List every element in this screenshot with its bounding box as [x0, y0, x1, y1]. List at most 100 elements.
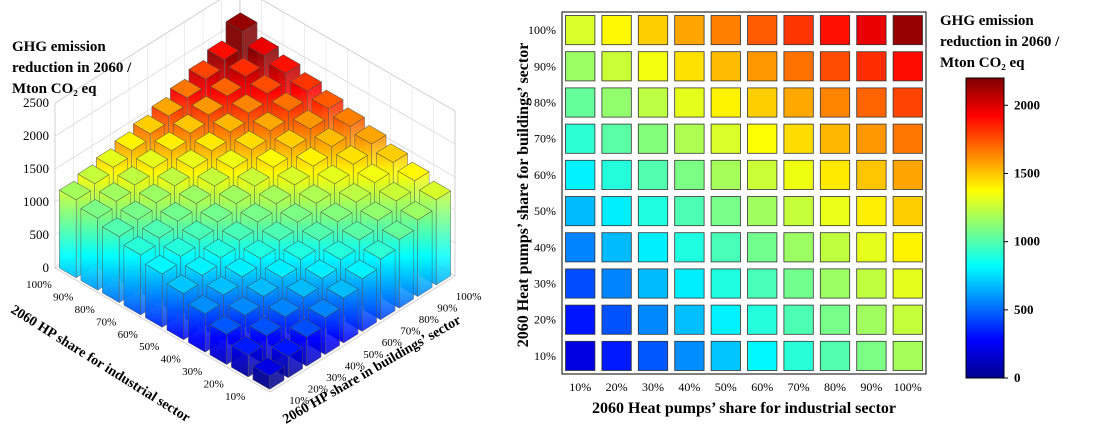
buildings-tick-label: 90% — [437, 302, 457, 314]
heatmap-y-tick: 40% — [534, 240, 556, 254]
z-tick-label: 1500 — [23, 161, 49, 176]
heatmap-cell — [819, 232, 851, 263]
heatmap-cell — [856, 232, 887, 263]
heatmap-cell — [710, 268, 741, 299]
heatmap-cell — [637, 232, 669, 263]
heatmap-cell — [892, 87, 923, 118]
industrial-tick-label: 40% — [161, 354, 181, 366]
heatmap-cell — [637, 196, 669, 227]
heatmap-cell — [892, 15, 923, 46]
heatmap-cell — [819, 123, 851, 154]
industrial-tick-label: 50% — [139, 341, 159, 353]
heatmap-cell — [565, 196, 596, 227]
heatmap-cell — [710, 196, 741, 227]
heatmap-cell — [674, 268, 705, 299]
heatmap-cell — [783, 232, 814, 263]
heatmap-cell — [747, 159, 778, 190]
buildings-tick-label: 40% — [345, 360, 365, 372]
heatmap-cell — [856, 87, 887, 118]
heatmap-cell — [601, 15, 632, 46]
heatmap-cell — [565, 159, 596, 190]
heatmap-cell — [819, 340, 851, 371]
heatmap-cell — [783, 15, 814, 46]
industrial-tick-label: 80% — [75, 304, 95, 316]
heatmap-cell — [565, 15, 596, 46]
z-gridline — [54, 0, 456, 112]
heatmap-cell — [674, 15, 705, 46]
colorbar-tick-label: 1500 — [1014, 165, 1040, 180]
heatmap-cell — [747, 87, 778, 118]
heatmap-y-tick: 90% — [534, 59, 556, 73]
heatmap-y-tick: 80% — [534, 96, 556, 110]
z-tick-label: 2000 — [23, 128, 49, 143]
buildings-tick-label: 100% — [456, 291, 482, 303]
heatmap-x-tick: 50% — [715, 380, 737, 394]
bar3d-bar — [144, 254, 178, 328]
buildings-tick-label: 30% — [326, 372, 346, 384]
heatmap-cell — [565, 123, 596, 154]
heatmap-cell — [819, 304, 851, 335]
heatmap-x-tick: 70% — [788, 380, 810, 394]
heatmap-cell — [819, 51, 851, 82]
heatmap-x-tick: 100% — [894, 380, 922, 394]
heatmap-x-tick: 80% — [824, 380, 846, 394]
heatmap-cell — [747, 232, 778, 263]
heatmap-cell — [674, 123, 705, 154]
heatmap-xlabel: 2060 Heat pumps’ share for industrial se… — [592, 400, 896, 417]
colorbar-title-line-1: GHG emission — [940, 13, 1034, 29]
industrial-tick-label: 70% — [96, 316, 116, 328]
heatmap-cell — [892, 304, 923, 335]
heatmap-cell — [892, 159, 923, 190]
bar3d-chart: 25002000150010005000100%90%80%70%60%50%4… — [8, 0, 482, 427]
colorbar-tick-label: 1000 — [1014, 234, 1040, 249]
heatmap-cell — [601, 51, 632, 82]
heatmap-x-tick: 30% — [642, 380, 664, 394]
heatmap-y-tick: 10% — [534, 349, 556, 363]
heatmap-cell — [637, 51, 669, 82]
heatmap-x-tick: 10% — [569, 380, 591, 394]
colorbar-title-line-2: reduction in 2060 / — [940, 34, 1060, 50]
heatmap-cell — [819, 159, 851, 190]
heatmap-cell — [819, 87, 851, 118]
colorbar-tick-label: 2000 — [1014, 97, 1040, 112]
heatmap-cell — [637, 268, 669, 299]
heatmap-cell — [637, 87, 669, 118]
bar3d-bar — [252, 357, 285, 390]
industrial-tick-label: 60% — [118, 329, 138, 341]
heatmap-x-tick: 90% — [860, 380, 882, 394]
heatmap-x-tick: 40% — [678, 380, 700, 394]
buildings-tick-label: 20% — [308, 384, 328, 396]
colorbar-tick-label: 0 — [1014, 370, 1021, 385]
heatmap-cell — [783, 340, 814, 371]
heatmap-cell — [783, 51, 814, 82]
heatmap-cell — [565, 340, 596, 371]
heatmap-cell — [674, 159, 705, 190]
heatmap-cell — [747, 340, 778, 371]
zlabel-line-3: Mton CO₂ eq — [12, 81, 97, 97]
heatmap-cell — [747, 123, 778, 154]
heatmap-cell — [783, 87, 814, 118]
heatmap-cell — [783, 268, 814, 299]
heatmap-cell — [565, 268, 596, 299]
heatmap-cell — [710, 87, 741, 118]
heatmap-cell — [710, 340, 741, 371]
heatmap-cell — [565, 87, 596, 118]
heatmap-cell — [819, 268, 851, 299]
heatmap-cell — [856, 304, 887, 335]
heatmap-y-tick: 20% — [534, 313, 556, 327]
industrial-tick-label: 30% — [182, 366, 202, 378]
heatmap-cell — [601, 159, 632, 190]
heatmap-cell — [856, 196, 887, 227]
z-tick-label: 0 — [43, 260, 50, 275]
industrial-tick-label: 20% — [204, 378, 224, 390]
heatmap-cell — [747, 268, 778, 299]
colorbar-title-line-3: Mton CO₂ eq — [940, 55, 1025, 71]
heatmap-cell — [637, 304, 669, 335]
heatmap-ylabel: 2060 Heat pumps’ share for buildings’ se… — [515, 43, 532, 348]
industrial-tick-label: 100% — [26, 279, 52, 291]
heatmap-cell — [601, 268, 632, 299]
heatmap-cell — [892, 340, 923, 371]
heatmap-cell — [674, 304, 705, 335]
colorbar — [965, 77, 1005, 379]
heatmap-cell — [601, 232, 632, 263]
